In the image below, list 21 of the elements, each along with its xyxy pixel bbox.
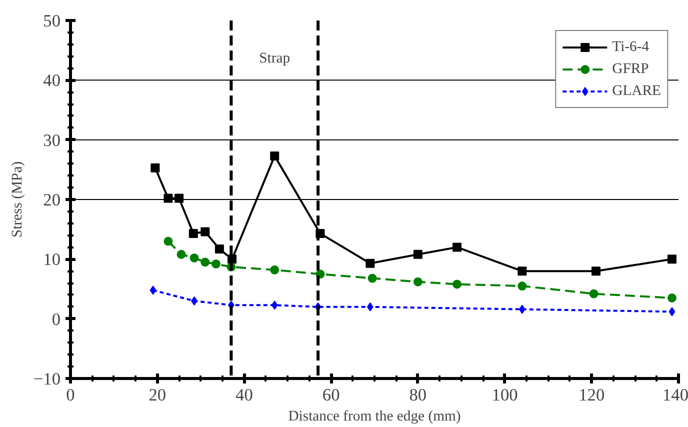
x-tick-label: 140: [662, 386, 688, 404]
y-tick-label: 30: [43, 130, 60, 150]
y-tick-label: 40: [43, 71, 60, 90]
x-tick-label: 60: [322, 386, 340, 404]
legend-label: GLARE: [612, 82, 661, 100]
x-tick-label: 80: [409, 386, 427, 404]
y-tick-label: −10: [33, 370, 61, 388]
x-tick-label: 0: [66, 386, 75, 404]
y-axis-title: Stress (MPa): [9, 161, 26, 238]
x-tick-label: 40: [236, 386, 253, 404]
x-tick-label: 120: [578, 386, 605, 404]
y-tick-label: 20: [43, 190, 60, 210]
annotation: Strap: [259, 50, 290, 66]
legend-label: Ti-6-4: [612, 38, 650, 56]
legend-label: GFRP: [612, 60, 649, 78]
x-tick-label: 100: [492, 386, 518, 404]
x-tick-label: 20: [148, 386, 166, 404]
y-tick-label: 10: [43, 250, 60, 270]
x-axis-title: Distance from the edge (mm): [288, 408, 461, 424]
y-tick-label: 0: [52, 310, 61, 329]
y-tick-label: 50: [43, 12, 60, 30]
